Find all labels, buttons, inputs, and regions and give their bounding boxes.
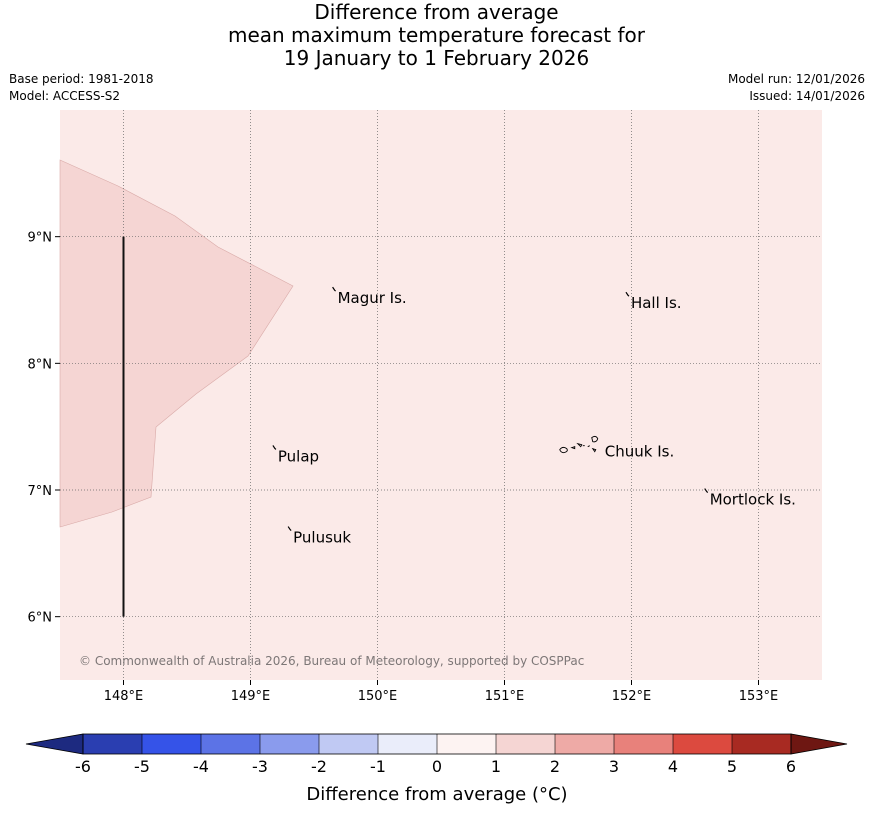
- colorbar-tick-label: -3: [252, 757, 268, 776]
- colorbar-tick-label: 2: [550, 757, 560, 776]
- island-marker: Pulusuk: [287, 526, 351, 547]
- issued-date: Issued: 14/01/2026: [749, 89, 865, 103]
- island-marker: Magur Is.: [332, 286, 407, 307]
- colorbar-segment: [260, 734, 320, 754]
- colorbar-tick-label: 3: [609, 757, 619, 776]
- colorbar-tick-label: -2: [311, 757, 327, 776]
- island-marker: Chuuk Is.: [559, 435, 674, 461]
- base-period: Base period: 1981-2018: [9, 72, 154, 86]
- colorbar-segment: [555, 734, 615, 754]
- lon-tick-label: 151°E: [485, 689, 525, 704]
- colorbar-over-arrow: [790, 733, 848, 755]
- colorbar-under-arrow: [25, 733, 84, 755]
- colorbar-segment: [673, 734, 733, 754]
- island-label: Magur Is.: [338, 289, 407, 307]
- title-line-1: Difference from average: [314, 0, 559, 24]
- lat-tick-label: 8°N: [28, 357, 53, 372]
- colorbar-segment: [437, 734, 497, 754]
- map-layer: 148°E 149°E 150°E 151°E 152°E 153°E 9°N 8°N 7°N 6…: [28, 110, 822, 704]
- island-outline: [704, 488, 709, 493]
- colorbar-tick-label: 5: [727, 757, 737, 776]
- island-outline: [272, 445, 277, 450]
- island-marker: Hall Is.: [625, 291, 682, 312]
- colorbar-title: Difference from average (°C): [306, 784, 567, 805]
- colorbar-tick-label: -4: [193, 757, 209, 776]
- lat-tick-label: 9°N: [28, 231, 53, 246]
- colorbar-tick-label: -5: [134, 757, 150, 776]
- lon-tick-label: 150°E: [358, 689, 398, 704]
- island-label: Pulap: [278, 447, 319, 465]
- lon-tick-label: 148°E: [104, 689, 144, 704]
- title-line-3: 19 January to 1 February 2026: [283, 46, 590, 70]
- lat-tick-label: 7°N: [28, 484, 53, 499]
- colorbar-tick-label: 4: [668, 757, 678, 776]
- island-outline: [625, 291, 630, 297]
- colorbar-segment: [378, 734, 438, 754]
- colorbar: -6 -5 -4 -3 -2 -1 0 1 2 3 4 5 6 Difference from avera…: [25, 733, 848, 805]
- island-label: Mortlock Is.: [710, 491, 796, 509]
- colorbar-segment: [496, 734, 556, 754]
- colorbar-segment: [319, 734, 379, 754]
- warm-anomaly-region: [59, 159, 294, 528]
- model-run: Model run: 12/01/2026: [727, 72, 865, 86]
- island-label: Chuuk Is.: [605, 443, 674, 461]
- lon-tick-label: 152°E: [612, 689, 652, 704]
- lon-tick-label: 149°E: [231, 689, 271, 704]
- colorbar-segment: [614, 734, 674, 754]
- lon-tick-label: 153°E: [739, 689, 779, 704]
- island-marker: Mortlock Is.: [704, 488, 796, 509]
- model-name: Model: ACCESS-S2: [9, 89, 121, 103]
- colorbar-segment: [732, 734, 792, 754]
- colorbar-tick-label: 0: [432, 757, 442, 776]
- lat-tick-label: 6°N: [28, 611, 53, 626]
- island-outline: [287, 526, 292, 531]
- title-line-2: mean maximum temperature forecast for: [227, 23, 645, 47]
- island-outline: [332, 286, 337, 292]
- island-label: Pulusuk: [293, 529, 351, 547]
- colorbar-segment: [201, 734, 261, 754]
- island-marker: Pulap: [272, 445, 319, 465]
- island-label: Hall Is.: [631, 294, 682, 312]
- island-outline: [559, 435, 599, 454]
- colorbar-segment: [83, 734, 143, 754]
- copyright-notice: © Commonwealth of Australia 2026, Bureau…: [79, 654, 584, 668]
- colorbar-tick-label: 6: [786, 757, 796, 776]
- colorbar-tick-label: -6: [75, 757, 91, 776]
- colorbar-tick-label: -1: [370, 757, 386, 776]
- colorbar-tick-label: 1: [491, 757, 501, 776]
- colorbar-segment: [142, 734, 202, 754]
